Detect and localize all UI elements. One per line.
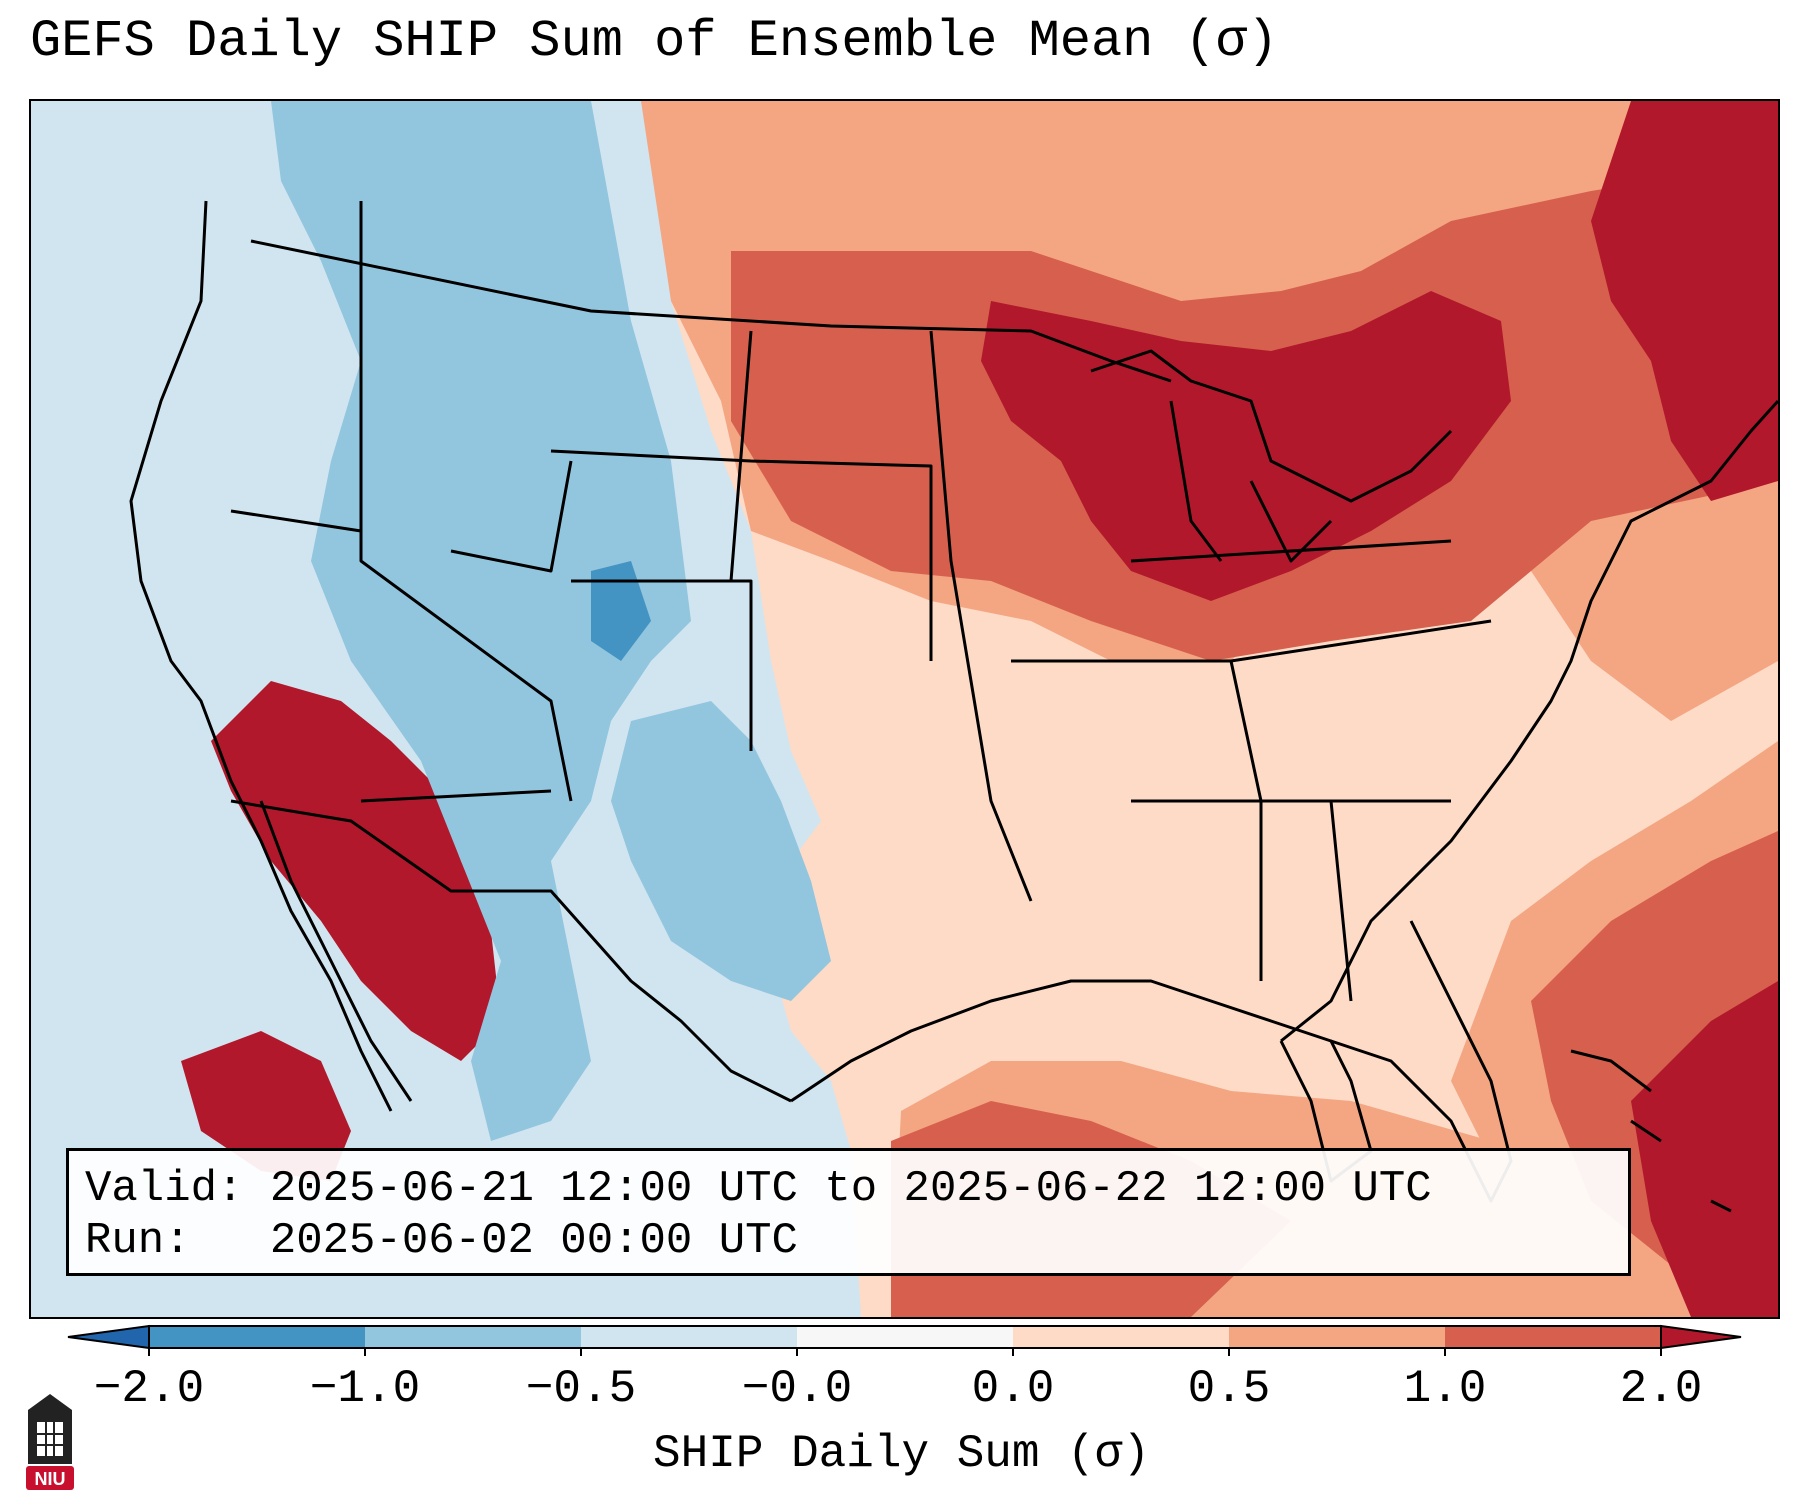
tick-label-7: 2.0: [1619, 1363, 1703, 1415]
state-line-3: [1130, 539, 1492, 1002]
field-very-strong-northeast: [1591, 101, 1778, 501]
valid-value: 2025-06-21 12:00 UTC to 2025-06-22 12:00…: [269, 1164, 1432, 1214]
coastline-and-borders: [129, 200, 1778, 1203]
caribbean-islands: [1570, 1049, 1732, 1213]
state-line-4: [230, 460, 573, 803]
great-lakes-outline: [1090, 349, 1453, 563]
colorbar-extend-low: [67, 1324, 150, 1350]
tick-label-3: −0.0: [741, 1363, 853, 1415]
colorbar-segment-4: [797, 1326, 1013, 1348]
us-mexico-border: [230, 799, 792, 1103]
field-very-strong-great-lakes: [981, 291, 1511, 601]
validity-info-box: Valid: 2025-06-21 12:00 UTC to 2025-06-2…: [66, 1148, 1631, 1276]
colorbar-segment-5: [1013, 1326, 1229, 1348]
colorbar-border: [148, 1325, 1662, 1349]
ship-anomaly-map: [31, 101, 1778, 1317]
tick-label-6: 1.0: [1403, 1363, 1487, 1415]
run-value: 2025-06-02 00:00 UTC: [269, 1216, 798, 1266]
map-panel: [29, 99, 1780, 1319]
colorbar-label: SHIP Daily Sum (σ): [653, 1428, 1150, 1480]
colorbar-segment-2: [365, 1326, 581, 1348]
colorbar-segment-7: [1445, 1326, 1661, 1348]
field-negative-colorado: [591, 561, 651, 661]
tick-label-4: 0.0: [971, 1363, 1055, 1415]
field-negative-texas: [611, 701, 831, 1001]
colorbar-segment-3: [581, 1326, 797, 1348]
map-title: GEFS Daily SHIP Sum of Ensemble Mean (σ): [30, 12, 1279, 71]
colorbar-segment-1: [149, 1326, 365, 1348]
tick-label-2: −0.5: [525, 1363, 637, 1415]
colorbar-segment-6: [1229, 1326, 1445, 1348]
run-label: Run:: [85, 1216, 191, 1266]
state-line-1: [359, 201, 933, 802]
state-line-2: [729, 330, 1263, 981]
west-coast: [129, 200, 393, 1112]
tick-label-5: 0.5: [1187, 1363, 1271, 1415]
atlantic-coast: [1280, 399, 1778, 1043]
valid-label: Valid:: [85, 1164, 244, 1214]
colorbar: [67, 1324, 1742, 1356]
baja-peninsula: [259, 800, 413, 1102]
niu-logo-text: NIU: [35, 1469, 66, 1489]
us-canada-border: [250, 239, 1172, 383]
tick-label-0: −2.0: [93, 1363, 205, 1415]
field-negative-west: [271, 101, 691, 1141]
colorbar-extend-high: [1660, 1324, 1742, 1350]
field-very-strong-caribbean: [1631, 981, 1778, 1317]
niu-logo-icon: NIU: [26, 1394, 74, 1490]
field-very-strong-southwest: [211, 681, 501, 1061]
tick-label-1: −1.0: [309, 1363, 421, 1415]
field-very-strong-baja: [181, 1031, 351, 1181]
